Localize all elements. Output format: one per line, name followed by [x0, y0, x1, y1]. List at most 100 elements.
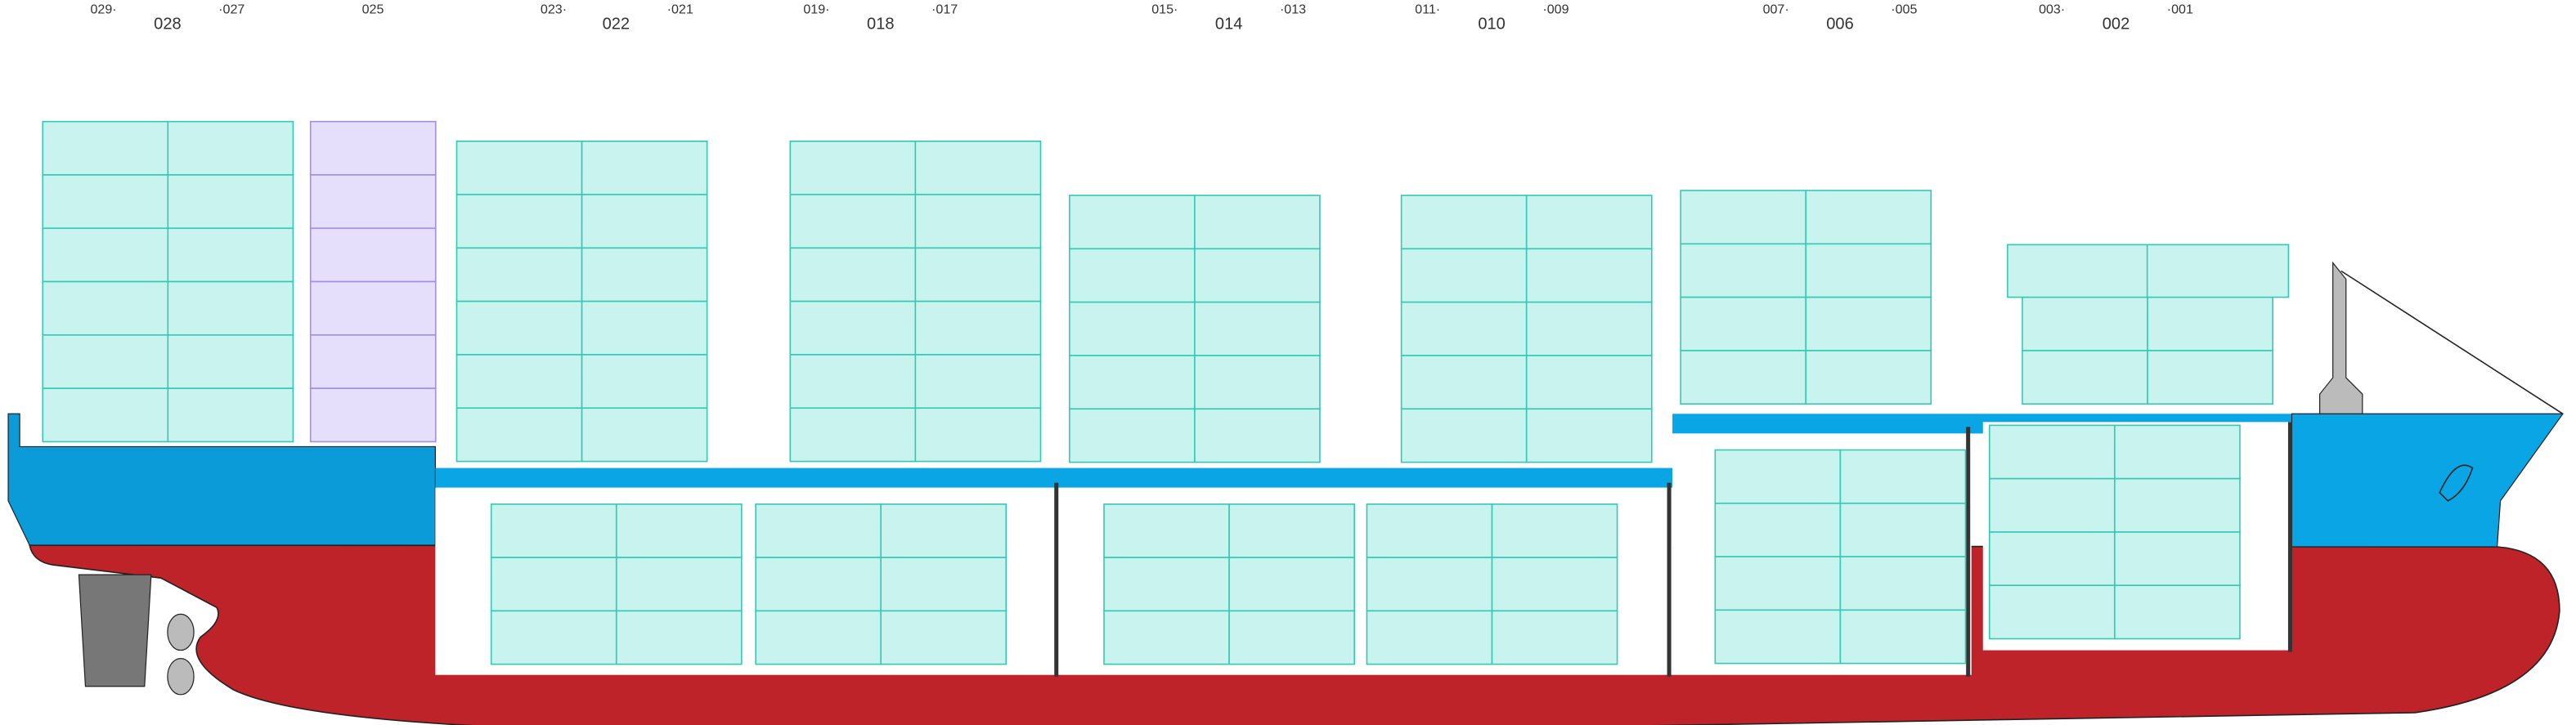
anchor-mark [2439, 464, 2474, 502]
container [1228, 610, 1355, 665]
container [309, 227, 437, 283]
propeller [167, 658, 195, 696]
container [789, 194, 917, 249]
container [789, 247, 917, 302]
container [615, 503, 743, 558]
bay-label: ·009 [1542, 2, 1568, 16]
container [42, 334, 169, 389]
container [1805, 350, 1932, 405]
container [581, 300, 708, 356]
container [1400, 195, 1528, 250]
container [1194, 301, 1321, 356]
container [456, 407, 583, 463]
container [1714, 609, 1842, 665]
container [490, 503, 617, 558]
container [456, 247, 583, 302]
container [167, 120, 294, 176]
container [1525, 355, 1653, 410]
bay-label: ·021 [667, 2, 693, 16]
bay-label: 003· [2039, 2, 2065, 16]
container [42, 227, 169, 283]
container [789, 140, 917, 195]
container [1228, 557, 1355, 612]
container [2147, 296, 2273, 351]
deck-band [435, 468, 1673, 488]
container [309, 280, 437, 336]
container [1366, 503, 1493, 558]
bay-label: 029· [90, 2, 116, 16]
container [309, 387, 437, 443]
bay-label: 018 [867, 15, 894, 33]
container [1491, 610, 1618, 665]
bay-label: 014 [1215, 15, 1243, 33]
bay-label: 010 [1478, 15, 1506, 33]
container [1069, 408, 1196, 463]
container [1989, 584, 2116, 640]
container [1525, 301, 1653, 356]
container [456, 354, 583, 409]
container [1714, 502, 1842, 557]
container [456, 194, 583, 249]
container [1839, 449, 1967, 504]
container [42, 174, 169, 230]
container [490, 557, 617, 612]
bay-label: 019· [803, 2, 829, 16]
container [42, 280, 169, 336]
container [880, 610, 1008, 665]
container [1103, 503, 1230, 558]
container [1400, 248, 1528, 303]
container [2114, 531, 2241, 587]
container [167, 280, 294, 336]
container [1400, 408, 1528, 463]
bay-label: ·017 [931, 2, 958, 16]
bay-label: 015· [1151, 2, 1178, 16]
container [1714, 449, 1842, 504]
container [1069, 248, 1196, 303]
bay-label: 023· [541, 2, 567, 16]
container [880, 557, 1008, 612]
bay-labels: 029· 028 ·027 025 023· 022 ·021 019· 018 ·017 015·… [90, 2, 2193, 33]
container [167, 174, 294, 230]
container [1491, 503, 1618, 558]
container [2114, 477, 2241, 533]
container [1069, 301, 1196, 356]
container [914, 247, 1042, 302]
bay-label: ·027 [218, 2, 245, 16]
bay-label: 002 [2103, 15, 2130, 33]
container [581, 247, 708, 302]
mast [2319, 261, 2363, 414]
container [1989, 424, 2116, 480]
bow-blue [2291, 413, 2565, 548]
container [914, 407, 1042, 463]
container [2007, 244, 2290, 298]
container [309, 174, 437, 230]
bay-label: ·005 [1891, 2, 1917, 16]
forestay [2340, 270, 2564, 414]
container [789, 354, 917, 409]
bay-label: 007· [1763, 2, 1789, 16]
container [1805, 190, 1932, 245]
bay-label: 011· [1415, 2, 1440, 16]
container [1839, 556, 1967, 611]
container [1839, 609, 1967, 665]
container [1805, 243, 1932, 298]
container [914, 300, 1042, 356]
container [914, 354, 1042, 409]
bay-label: ·013 [1280, 2, 1306, 16]
container [1680, 190, 1807, 245]
container [1525, 248, 1653, 303]
bay-label: ·001 [2167, 2, 2193, 16]
container [1805, 296, 1932, 351]
bay-label: 025 [362, 2, 384, 16]
container [2114, 584, 2241, 640]
container [1525, 408, 1653, 463]
container [456, 140, 583, 195]
bay-label: 006 [1826, 15, 1854, 33]
container [2022, 296, 2148, 351]
containers [42, 120, 2290, 665]
container [581, 194, 708, 249]
container [880, 503, 1008, 558]
container [581, 407, 708, 463]
container [1194, 355, 1321, 410]
